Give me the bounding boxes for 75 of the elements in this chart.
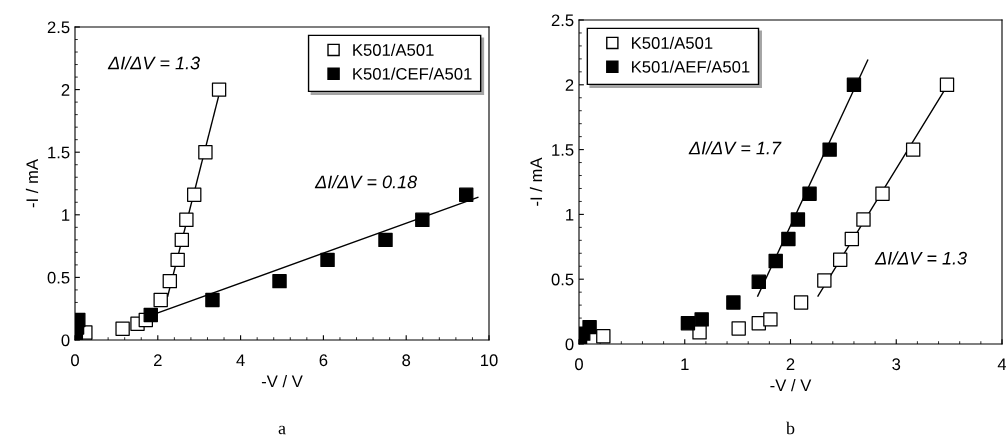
point [174,232,190,248]
x-tick-label: 2 [154,354,162,366]
point [378,232,393,248]
point [802,186,817,201]
point [731,321,746,336]
point [856,212,871,227]
point [459,187,474,202]
annotation: ΔI/ΔV = 0.18 [314,175,418,189]
legend-label: K501/CEF/A501 [353,67,472,80]
annotation: ΔI/ΔV = 1.7 [688,141,782,155]
point [793,295,809,310]
y-tick-label: 1.5 [48,146,70,159]
point [596,329,611,344]
point [198,144,213,160]
point [205,292,220,308]
y-tick-label: 2.5 [551,14,574,27]
point [846,77,862,93]
text: b [785,421,795,435]
x-tick-label: 2 [786,358,795,370]
x-axis-title: -V / V [261,374,303,388]
point [211,82,227,97]
point [939,77,955,93]
point [790,212,806,227]
point [817,273,832,288]
point [179,212,194,228]
legend-label: K501/AEF/A501 [632,60,750,73]
point [320,252,335,268]
point [763,312,778,327]
point [905,142,921,157]
point [272,273,287,289]
point [143,307,158,323]
point [844,231,860,247]
annotation: ΔI/ΔV = 1.3 [107,56,200,70]
x-tick-label: 0 [575,358,583,371]
y-tick-label: 2 [61,84,70,96]
annotation: ΔI/ΔV = 1.3 [874,251,967,265]
y-tick-label: 1.5 [552,144,574,156]
point [875,186,890,201]
x-tick-label: 10 [481,354,498,367]
point [582,319,597,335]
point [832,252,848,267]
y-tick-label: 1 [62,209,70,221]
x-axis-title: -V / V [770,378,812,392]
y-tick-label: 0 [61,334,70,347]
y-tick-label: 2 [565,79,574,91]
y-tick-label: 0.5 [551,273,574,286]
point [694,312,709,327]
y-tick-label: 0 [565,338,574,351]
point [781,231,796,247]
text: a [278,425,286,435]
x-tick-label: 0 [71,354,79,367]
point [115,321,130,336]
y-tick-label: 2.5 [47,21,70,34]
y-tick-label: 0.5 [47,271,70,284]
y-axis-title: -I / mA [25,159,39,208]
point [415,212,430,228]
point [170,252,185,268]
legend-label: K501/A501 [353,43,434,56]
point [680,316,696,331]
x-tick-label: 6 [319,354,328,367]
point [751,274,766,290]
point [153,292,168,308]
legend-label: K501/A501 [632,36,713,49]
point [162,273,178,289]
x-tick-label: 3 [892,358,901,371]
point [822,142,837,157]
x-tick-label: 1 [681,358,689,370]
x-tick-label: 8 [402,354,411,367]
point [768,253,783,269]
y-axis-title: -I / mA [529,157,543,206]
point [726,295,741,310]
x-tick-label: 4 [997,358,1006,370]
point [187,187,202,202]
x-tick-label: 4 [236,354,245,366]
y-tick-label: 1 [566,208,574,221]
